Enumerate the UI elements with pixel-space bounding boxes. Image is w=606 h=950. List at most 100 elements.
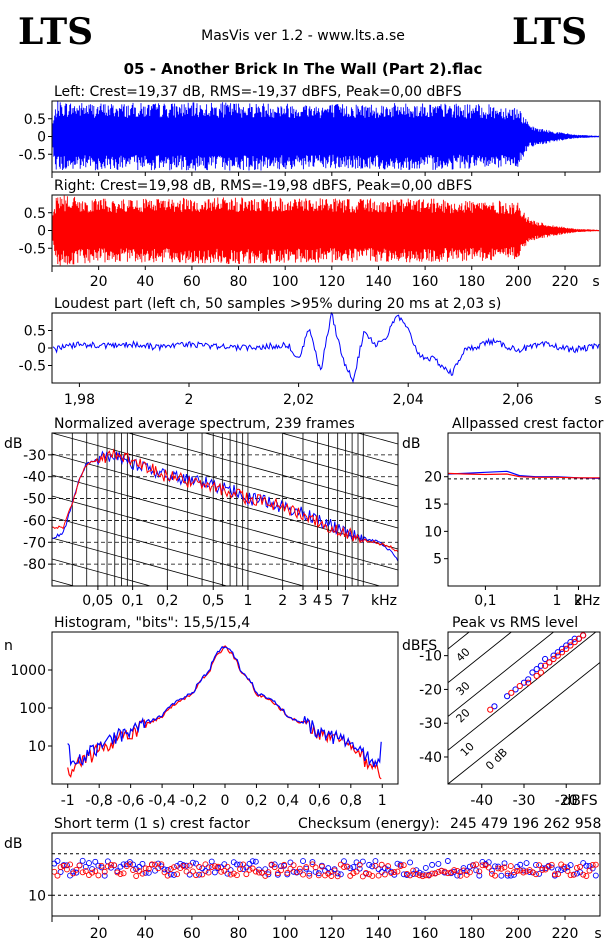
crest-point	[95, 872, 102, 879]
x-axis-unit: s	[594, 392, 601, 408]
crest-point	[306, 870, 313, 877]
peak-rms-point	[554, 652, 561, 659]
y-tick-label: -20	[419, 682, 442, 698]
x-tick-label: 100	[272, 926, 299, 942]
crest-point	[199, 871, 206, 878]
crest-point	[394, 868, 401, 875]
crest-point	[561, 863, 568, 870]
x-tick-label: 0,2	[245, 793, 267, 809]
peak-rms-point	[558, 649, 566, 656]
crest-point	[312, 864, 319, 871]
x-tick-label: 1	[378, 793, 387, 809]
crest-point	[161, 866, 168, 873]
crest-point	[148, 861, 155, 868]
crest-point	[86, 860, 92, 867]
diagonal-label: 30	[454, 679, 473, 698]
crest-point	[205, 869, 212, 876]
crest-point	[221, 861, 228, 868]
crest-point	[375, 872, 382, 879]
crest-point	[221, 867, 228, 874]
crest-point	[422, 864, 429, 871]
crest-point	[567, 862, 574, 869]
crest-point	[533, 871, 539, 878]
peak-rms-point	[563, 642, 570, 649]
plot-frame	[51, 312, 601, 384]
peak-rms-point	[542, 662, 549, 669]
crest-point	[347, 865, 354, 872]
x-tick-label: 0,1	[121, 593, 143, 609]
crest-point	[265, 869, 272, 876]
x-tick-label: 7	[341, 593, 350, 609]
crest-point	[315, 870, 322, 877]
crest-point	[369, 863, 376, 870]
crest-point	[120, 861, 127, 868]
plot-frame	[51, 631, 399, 785]
x-axis-unit: kHz	[574, 593, 600, 609]
plot-frame	[447, 432, 601, 587]
x-tick-label: 200	[505, 274, 532, 290]
y-tick-label: -10	[419, 649, 442, 665]
peak-rms-point	[512, 686, 519, 693]
crest-point	[171, 864, 177, 871]
crest-point	[111, 862, 118, 869]
crest-point	[259, 869, 266, 876]
short-term-crest-panel: Short term (1 s) crest factor Checksum (e…	[4, 816, 602, 942]
crest-point	[407, 859, 414, 866]
checksum-value: 245 479 196 262 958	[450, 816, 601, 832]
x-tick-label: 40	[136, 274, 154, 290]
crest-point	[325, 865, 332, 872]
crest-point	[180, 863, 187, 869]
diagonal-label: 10	[458, 740, 477, 759]
crest-point	[252, 868, 259, 875]
diagonal-label: 20	[454, 706, 473, 725]
crest-point	[309, 859, 316, 865]
crest-point	[133, 873, 140, 879]
crest-point	[463, 868, 470, 875]
crest-diagonal	[448, 632, 597, 751]
y-tick-label: 0	[37, 130, 46, 146]
crest-point	[400, 862, 407, 869]
x-tick-label: 0,8	[340, 793, 362, 809]
crest-point	[306, 872, 313, 879]
y-tick-label: 10	[28, 739, 46, 755]
diagonal-label: 0 dB	[483, 746, 510, 773]
peak-rms-point	[580, 632, 587, 639]
crest-point	[202, 861, 209, 868]
crest-point	[416, 872, 423, 879]
crest-point	[391, 869, 398, 876]
crest-diagonal	[448, 661, 600, 784]
crest-point	[422, 872, 429, 879]
crest-point	[262, 872, 269, 879]
crest-point	[296, 868, 303, 875]
slope-line	[52, 453, 398, 550]
peak-rms-point	[558, 645, 566, 652]
crest-point	[589, 862, 596, 868]
crest-point	[271, 864, 278, 871]
crest-point	[101, 872, 108, 879]
crest-point	[117, 871, 124, 877]
y-tick-label: -30	[419, 716, 442, 732]
peak-rms-point	[546, 659, 553, 666]
x-tick-label: 0,5	[202, 593, 224, 609]
crest-point	[130, 861, 136, 868]
x-tick-label: 220	[552, 274, 579, 290]
x-tick-label: 180	[458, 926, 485, 942]
crest-point	[152, 861, 159, 868]
crest-point	[227, 871, 234, 878]
x-tick-label: 1,98	[64, 392, 95, 408]
panel-title: Allpassed crest factor	[452, 416, 604, 432]
checksum-label: Checksum (energy):	[298, 816, 440, 832]
crest-point	[391, 871, 398, 878]
x-tick-label: 0,6	[308, 793, 330, 809]
peak-rms-point	[567, 642, 574, 649]
crest-point	[561, 866, 568, 872]
peak-rms-point	[508, 689, 515, 696]
crest-point	[356, 865, 363, 872]
crest-point	[366, 871, 373, 878]
crest-point	[400, 871, 407, 878]
y-tick-label: -60	[23, 513, 46, 529]
crest-point	[174, 871, 181, 878]
x-tick-label: 0,1	[474, 593, 496, 609]
crest-point	[539, 865, 546, 872]
